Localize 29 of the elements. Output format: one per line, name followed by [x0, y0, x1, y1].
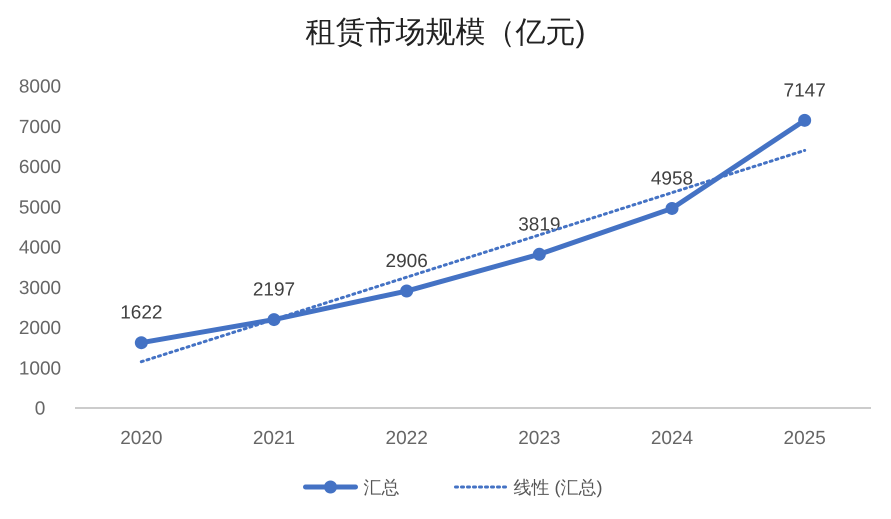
x-tick-label: 2025	[784, 428, 826, 449]
point	[532, 248, 546, 261]
data-label: 3819	[518, 214, 560, 236]
data-label: 7147	[784, 80, 826, 102]
y-tick-label: 8000	[18, 76, 62, 98]
y-tick-label: 3000	[18, 278, 62, 299]
x-tick-label: 2021	[252, 428, 296, 449]
y-tick-label: 5000	[18, 197, 62, 218]
y-tick-label: 6000	[18, 157, 62, 178]
x-tick-label: 2024	[650, 428, 694, 449]
x-tick-label: 2023	[518, 428, 560, 449]
data-label: 1622	[120, 302, 162, 324]
data-label: 4958	[650, 168, 694, 190]
point	[134, 336, 148, 350]
x-tick-label: 2022	[386, 428, 428, 449]
y-tick-label: 4000	[18, 238, 62, 259]
y-tick-label: 7000	[18, 116, 62, 138]
data-label: 2906	[386, 251, 428, 272]
point	[400, 284, 414, 298]
y-tick-label: 1000	[18, 358, 62, 380]
x-tick-label: 2020	[120, 428, 162, 449]
legend-label: 线性 (汇总)	[514, 477, 602, 498]
y-tick-label: 0	[34, 398, 46, 420]
point	[666, 202, 678, 215]
y-tick-label: 2000	[18, 318, 62, 340]
point	[798, 114, 812, 127]
legend-label: 汇总	[364, 477, 400, 498]
chart-title: 租赁市场规模（亿元)	[306, 16, 586, 49]
data-label: 2197	[252, 280, 296, 301]
